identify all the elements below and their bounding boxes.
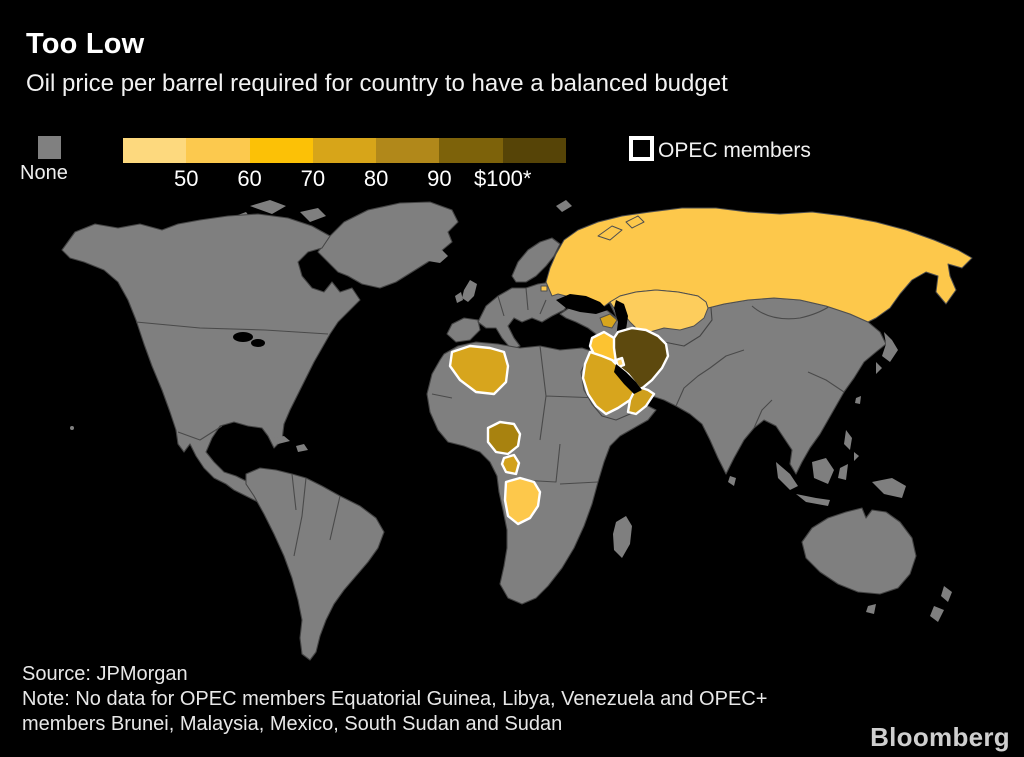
map-borders-asia: [675, 305, 845, 429]
legend-none-swatch: [38, 136, 61, 159]
source-line: Source: JPMorgan: [22, 663, 188, 685]
legend-scale-label: 60: [237, 166, 262, 191]
legend-scale-segment-5: [376, 138, 440, 163]
legend-scale-segment-2: [186, 138, 250, 163]
map-country-uae-oman: [626, 386, 656, 416]
map-region-caribbean: [272, 436, 308, 452]
legend-scale-segment-6: [439, 138, 503, 163]
page-title: Too Low: [26, 28, 145, 60]
map-country-kazakhstan: [609, 289, 709, 333]
map-region-svalbard: [556, 200, 572, 212]
legend-scale-segment-3: [249, 138, 313, 163]
map-region-scandinavia: [511, 237, 561, 283]
map-region-north-america: [61, 213, 361, 513]
map-country-nigeria: [486, 420, 522, 456]
map-black-sea: [556, 294, 608, 314]
map-region-new-guinea: [872, 478, 906, 498]
legend-scale-labels: 50 60 70 80 90 $100*: [123, 166, 566, 192]
map-region-madagascar: [613, 516, 632, 558]
map-region-iceland: [428, 250, 448, 263]
map-region-australia: [801, 507, 917, 595]
legend-scale-label: 90: [427, 166, 452, 191]
map-country-angola: [503, 476, 542, 526]
map-border-us-canada: [135, 321, 329, 335]
map-borders-africa: [431, 345, 601, 485]
map-persian-gulf: [614, 364, 642, 394]
map-region-greenland: [317, 201, 459, 289]
map-region-south-america: [245, 467, 385, 661]
bloomberg-logo: Bloomberg: [870, 722, 1010, 752]
map-great-lakes-2: [251, 339, 265, 347]
map-region-iberia: [446, 317, 481, 343]
map-great-lakes: [233, 332, 253, 342]
map-region-tasmania: [866, 604, 876, 614]
map-borders-europe: [497, 287, 547, 317]
map-region-japan: [876, 332, 898, 374]
note-line-2: members Brunei, Malaysia, Mexico, South …: [22, 713, 563, 735]
legend-color-scale: [123, 138, 566, 163]
map-country-algeria: [448, 344, 510, 396]
legend-scale-label: $100*: [473, 166, 532, 191]
legend-none-label: None: [20, 162, 68, 184]
legend-opec-swatch: [629, 136, 654, 161]
legend-opec-label: OPEC members: [658, 139, 811, 162]
map-region-new-zealand: [930, 586, 952, 622]
legend-scale-segment-1: [123, 138, 187, 163]
map-country-russia-islands: [597, 215, 645, 241]
map-region-hawaii: [70, 426, 74, 430]
map-region-sri-lanka: [728, 476, 736, 486]
legend-scale-label: 80: [363, 166, 389, 191]
legend-scale-segment-7: [502, 138, 566, 163]
map-borders-south-america: [291, 473, 341, 557]
map-country-azerbaijan: [599, 313, 618, 329]
map-country-gabon: [500, 453, 521, 476]
page-subtitle: Oil price per barrel required for countr…: [26, 70, 728, 97]
legend-scale-label: 70: [300, 166, 326, 191]
map-region-ireland: [455, 292, 463, 303]
map-region-taiwan: [855, 396, 861, 404]
footnotes: Source: JPMorgan Note: No data for OPEC …: [22, 662, 767, 737]
note-line-1: Note: No data for OPEC members Equatoria…: [22, 688, 768, 710]
map-region-philippines: [844, 430, 859, 461]
map-region-uk: [462, 280, 477, 302]
map-country-russia-kaliningrad: [540, 285, 548, 292]
map-region-indonesia: [776, 458, 848, 506]
legend-scale-label: 50: [174, 166, 199, 191]
map-border-us-mexico: [177, 425, 223, 441]
legend-scale-segment-4: [312, 138, 377, 163]
